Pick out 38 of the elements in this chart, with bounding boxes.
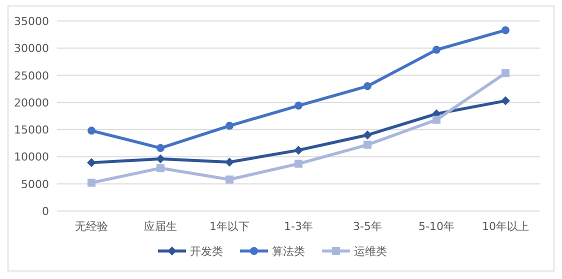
point [502, 26, 510, 34]
x-tick-label: 应届生 [144, 220, 177, 233]
point [363, 130, 372, 140]
point [364, 82, 372, 90]
point [88, 178, 96, 187]
legend-label: 运维类 [354, 245, 387, 258]
point [432, 46, 440, 54]
x-tick-label: 5-10年 [418, 220, 454, 233]
x-tick-label: 1年以下 [210, 220, 250, 233]
legend-label: 开发类 [190, 245, 223, 258]
point [156, 154, 165, 164]
point [294, 160, 302, 168]
point [156, 164, 164, 172]
x-tick-label: 1-3年 [284, 220, 313, 233]
point [432, 116, 440, 124]
y-tick-label: 35000 [14, 15, 49, 28]
legend-label: 算法类 [272, 245, 305, 258]
point [501, 96, 510, 106]
point [226, 176, 234, 184]
point [156, 144, 164, 152]
point [294, 102, 302, 110]
point [225, 158, 234, 167]
y-tick-label: 0 [42, 205, 49, 218]
y-tick-label: 10000 [14, 150, 49, 164]
x-tick-label: 无经验 [75, 220, 108, 233]
y-tick-label: 15000 [14, 124, 49, 137]
y-tick-label: 5000 [21, 178, 49, 191]
y-tick-label: 20000 [14, 96, 49, 110]
point [294, 146, 303, 155]
point [364, 140, 372, 149]
x-tick-label: 10年以上 [482, 220, 529, 233]
point [502, 69, 510, 78]
y-tick-label: 25000 [14, 69, 49, 82]
x-tick-label: 3-5年 [353, 220, 382, 233]
y-tick-label: 30000 [14, 42, 49, 56]
point [87, 158, 96, 168]
point [88, 126, 96, 135]
point [226, 122, 234, 130]
